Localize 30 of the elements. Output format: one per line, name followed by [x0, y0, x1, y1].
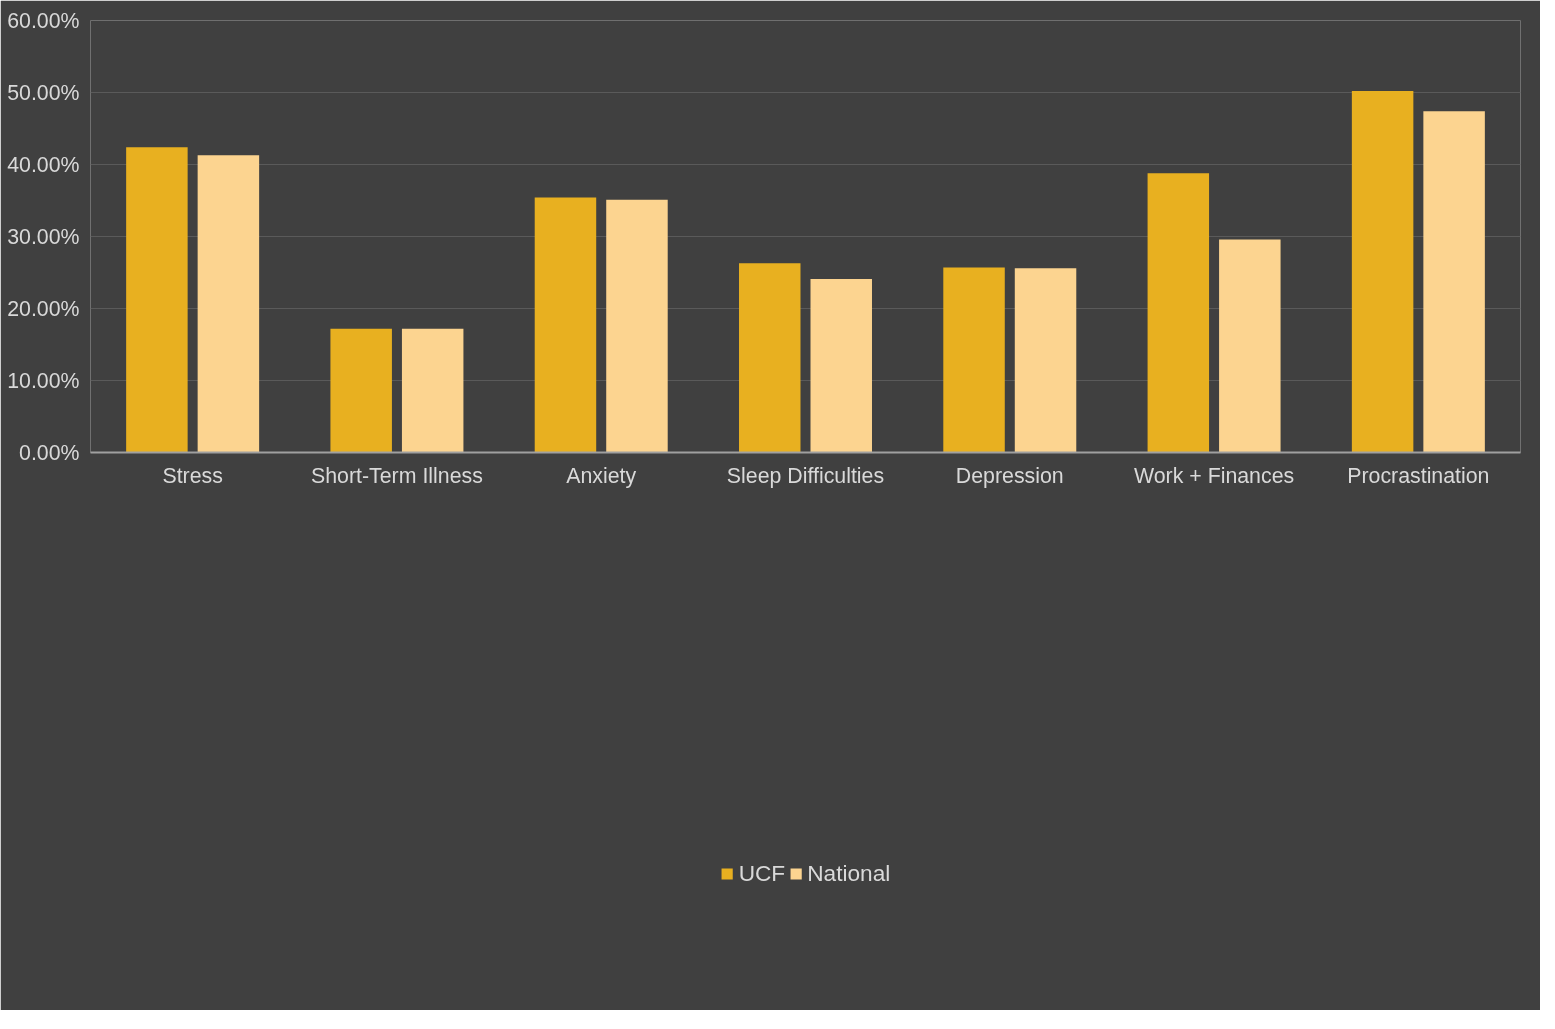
- x-tick-label: Depression: [955, 463, 1064, 488]
- x-tick-label: Anxiety: [566, 463, 637, 488]
- bar: [401, 328, 464, 453]
- bar: [943, 267, 1005, 453]
- y-tick-label: 50.00%: [7, 80, 80, 105]
- bar: [1147, 173, 1210, 453]
- y-tick-label: 40.00%: [7, 152, 80, 177]
- bar: [534, 197, 597, 453]
- bar: [1351, 91, 1414, 453]
- x-tick-label: Procrastination: [1347, 463, 1490, 488]
- y-tick-label: 60.00%: [7, 8, 80, 33]
- bar: [1423, 111, 1485, 453]
- x-tick-label: Short-Term Illness: [311, 463, 483, 488]
- y-tick-label: 30.00%: [7, 224, 80, 249]
- y-tick-label: 0.00%: [19, 440, 80, 465]
- legend-label: National: [807, 859, 891, 887]
- bar: [1014, 268, 1077, 453]
- x-tick-label: Sleep Difficulties: [726, 463, 885, 488]
- bar: [810, 278, 872, 453]
- bar: [197, 155, 260, 453]
- x-tick-label: Stress: [162, 463, 223, 488]
- y-tick-label: 20.00%: [7, 296, 80, 321]
- legend-label: UCF: [738, 859, 786, 887]
- y-tick-label: 10.00%: [7, 368, 80, 393]
- bar: [1219, 239, 1281, 453]
- bar: [126, 147, 188, 453]
- bar: [330, 328, 392, 453]
- bar: [606, 199, 668, 453]
- x-tick-label: Work + Finances: [1133, 463, 1295, 488]
- bar: [739, 263, 801, 453]
